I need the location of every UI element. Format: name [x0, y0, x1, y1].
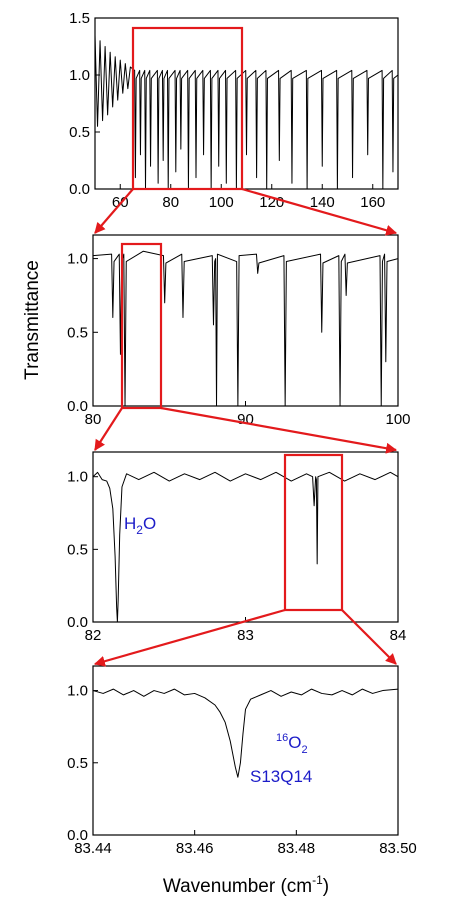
x-tick-label: 80 — [162, 194, 179, 211]
annotation-text: O — [143, 514, 156, 533]
x-tick-label: 83.48 — [278, 840, 316, 857]
x-axis-label-text: Wavenumber (cm — [163, 876, 312, 897]
annotation-text: H — [124, 514, 136, 533]
y-tick-label: 1.0 — [67, 683, 88, 700]
spectrum-line — [92, 471, 399, 623]
x-tick-label: 83.44 — [74, 840, 112, 857]
annotation-sub: 2 — [136, 523, 143, 537]
spectrum-line — [92, 250, 399, 407]
x-tick-label: 90 — [237, 411, 254, 428]
y-tick-label: 1.0 — [69, 67, 90, 84]
y-axis-label: Transmittance — [22, 260, 43, 380]
y-tick-label: 0.5 — [69, 124, 90, 141]
annotation-sup: 16 — [276, 732, 288, 744]
x-tick-label: 100 — [385, 411, 410, 428]
zoom-arrow — [94, 188, 134, 234]
x-tick-label: 83.50 — [379, 840, 417, 857]
plot-frame — [92, 234, 399, 407]
y-tick-label: 0.5 — [67, 324, 88, 341]
zoom-arrow — [160, 406, 398, 454]
annotation: H2O — [124, 514, 156, 537]
y-tick-label: 1.5 — [69, 10, 90, 27]
zoom-arrow — [341, 609, 397, 665]
annotation-text: O — [288, 733, 301, 752]
plot-frame — [94, 17, 399, 190]
spectrum-line — [92, 688, 399, 778]
x-tick-label: 82 — [85, 627, 102, 644]
x-tick-label: 83 — [237, 627, 254, 644]
y-tick-label: 0.0 — [67, 827, 88, 844]
y-tick-label: 0.0 — [69, 181, 90, 198]
zoom-box — [131, 26, 244, 191]
zoom-arrow — [241, 187, 398, 236]
x-tick-label: 84 — [390, 627, 407, 644]
y-tick-label: 0.0 — [67, 398, 88, 415]
y-tick-label: 1.0 — [67, 469, 88, 486]
zoom-arrow — [93, 608, 286, 667]
x-tick-label: 100 — [209, 194, 234, 211]
annotation: 16O2 — [276, 732, 308, 756]
annotation-sub: 2 — [301, 744, 307, 756]
annotation: S13Q14 — [250, 767, 312, 786]
x-tick-label: 83.46 — [176, 840, 214, 857]
x-tick-label: 160 — [360, 194, 385, 211]
x-axis-label-sup: -1 — [312, 873, 323, 887]
x-axis-label: Wavenumber (cm-1) — [163, 873, 329, 897]
y-tick-label: 0.5 — [67, 755, 88, 772]
zoom-box — [283, 453, 344, 612]
x-axis-label-end: ) — [323, 876, 329, 897]
plot-frame — [92, 665, 399, 836]
zoom-indicators — [93, 26, 398, 667]
spectrum-line — [94, 35, 399, 190]
x-tick-label: 80 — [85, 411, 102, 428]
x-tick-label: 140 — [310, 194, 335, 211]
zoom-box — [120, 242, 163, 410]
y-tick-label: 1.0 — [67, 251, 88, 268]
y-tick-label: 0.0 — [67, 614, 88, 631]
zoom-arrow — [94, 407, 123, 451]
y-tick-label: 0.5 — [67, 541, 88, 558]
